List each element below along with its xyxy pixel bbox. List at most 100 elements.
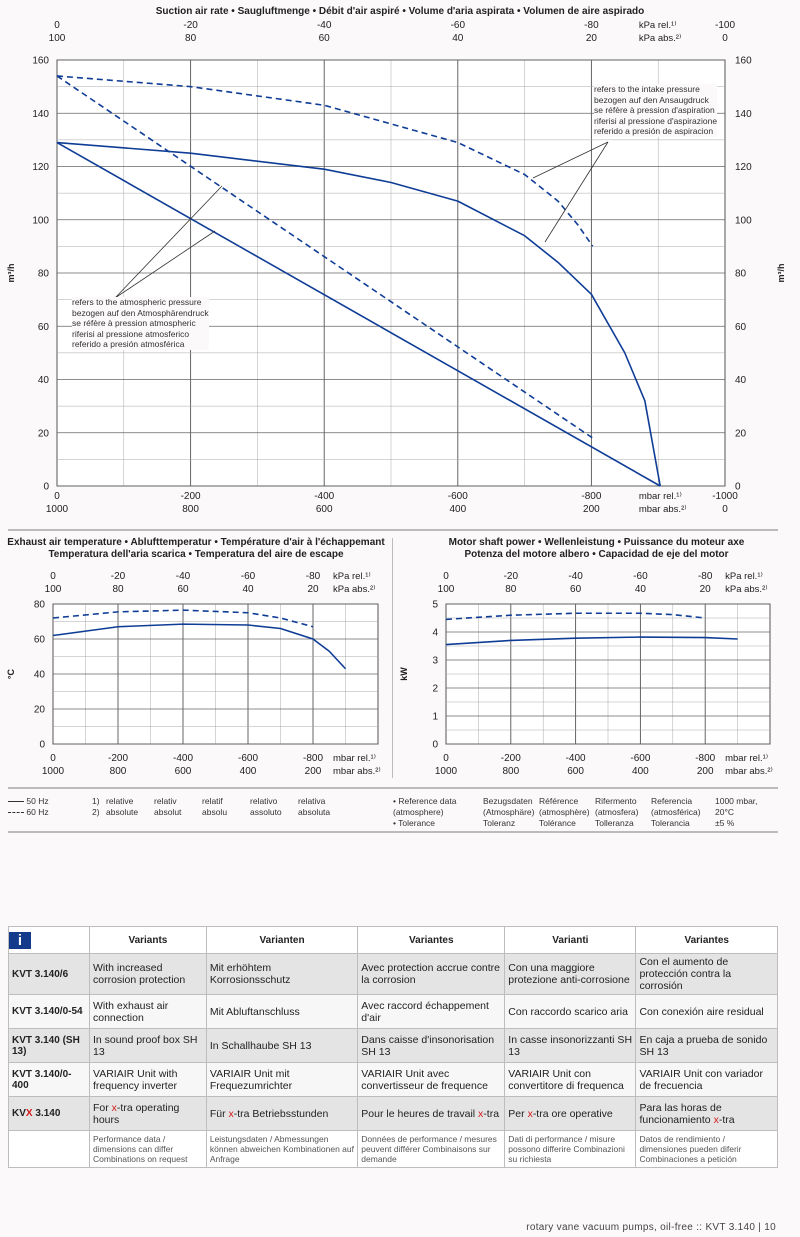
x-tick-label: -200 — [181, 491, 201, 502]
reference-column: • Reference data (atmosphere) • Tolerance — [393, 796, 483, 829]
reference-text: • Tolerance — [393, 818, 436, 828]
x-tick-label: -800 — [581, 491, 601, 502]
x-tick-label: -800 — [303, 753, 323, 764]
note-text: absolut — [154, 807, 182, 817]
y-tick-label: 0 — [432, 740, 438, 751]
variant-cell: With increased corrosion protection — [89, 953, 207, 995]
x-tick-label: 800 — [502, 766, 519, 777]
text: Dans caisse d'insonorisation SH 13 — [361, 1033, 495, 1058]
column-header: Variantes — [357, 926, 506, 954]
note-text: assoluto — [250, 807, 282, 817]
x-tick-label: 200 — [583, 504, 600, 515]
x-tick-label: -40 — [176, 571, 191, 582]
x-tick-label: 800 — [110, 766, 127, 777]
variant-cell: With exhaust air connection — [89, 994, 207, 1029]
variant-cell: Para las horas de funcionamiento x-tra — [635, 1096, 778, 1131]
annotation-line: refers to the atmospheric pressure — [72, 297, 202, 307]
series-line-50hz-intake — [56, 141, 661, 487]
annotation-line: referido a presión de aspiracion — [594, 126, 714, 136]
note-cell: Données de performance / mesures peuvent… — [357, 1130, 506, 1168]
text: Mit erhöhtem Korrosionsschutz — [209, 962, 291, 986]
y-axis-label: °C — [6, 668, 16, 679]
x-tick-label: 80 — [505, 584, 517, 595]
y-axis-label: m³/h — [6, 264, 16, 283]
annotation-line: bezogen auf den Atmosphärendruck — [72, 307, 209, 318]
x-tick-label: 60 — [319, 33, 331, 44]
x-unit-label: mbar abs.²⁾ — [725, 766, 773, 777]
x-unit-label: kPa rel.¹⁾ — [639, 20, 677, 31]
y-tick-label: 1 — [432, 712, 438, 723]
x-tick-label: 20 — [700, 584, 712, 595]
y-tick-label: 140 — [32, 109, 49, 120]
model-cell: KVX 3.140 — [8, 1096, 90, 1131]
x-tick-label: 80 — [185, 33, 197, 44]
title-line: Exhaust air temperature • Ablufttemperat… — [7, 537, 385, 548]
y-tick-label-right: 100 — [735, 215, 752, 226]
x-tick-label: -80 — [584, 20, 599, 31]
x-tick-label: 0 — [54, 20, 60, 31]
reference-text: • Reference data — [393, 796, 457, 806]
text: -tra — [483, 1107, 500, 1120]
reference-text: Tolleranza — [595, 818, 634, 828]
power-chart-title: Motor shaft power • Wellenleistung • Pui… — [393, 537, 800, 561]
x-tick-label: -20 — [504, 571, 519, 582]
model-cell: KVT 3.140/0-54 — [8, 994, 90, 1029]
reference-text: 20°C — [715, 807, 734, 817]
y-tick-label: 20 — [38, 428, 50, 439]
x-tick-label: 0 — [722, 33, 728, 44]
model-cell: KVT 3.140/6 — [8, 953, 90, 995]
text: KVT 3.140/0-54 — [12, 1006, 83, 1017]
text: VARIAIR Unit con convertitore di frequen… — [508, 1067, 624, 1092]
variant-cell: Mit Abluftanschluss — [205, 994, 359, 1029]
y-tick-label: 5 — [432, 600, 438, 611]
annotation-leader-line — [114, 185, 223, 299]
legend-60hz: 60 Hz — [26, 807, 49, 817]
x-tick-label: -20 — [183, 20, 198, 31]
temperature-chart: 0 20 40 60 80 °C 0 -20 -40 -60 -80 100 80 60 40 20 kPa r… — [6, 571, 381, 777]
annotation-leader-line — [114, 230, 216, 299]
text: In sound proof box SH 13 — [93, 1033, 198, 1058]
reference-text: 1000 mbar, — [715, 796, 758, 806]
info-cell: i — [8, 926, 90, 954]
column-header: Varianti — [504, 926, 637, 954]
text: Avec protection accrue contre la corrosi… — [361, 962, 501, 986]
series-line-60hz-intake — [56, 75, 594, 247]
text: VARIAIR Unit avec convertisseur de frequ… — [361, 1067, 488, 1092]
x-tick-label: -600 — [448, 491, 468, 502]
text: En caja a prueba de sonido SH 13 — [639, 1033, 768, 1058]
text: -tra ore operative — [532, 1107, 613, 1120]
reference-text: Bezugsdaten — [483, 796, 533, 806]
text: With exhaust air connection — [93, 999, 169, 1024]
x-tick-label: 1000 — [46, 504, 69, 515]
x-tick-label: 20 — [586, 33, 598, 44]
y-tick-label: 0 — [43, 482, 49, 493]
text: -tra — [718, 1113, 735, 1126]
note-text: absolute — [106, 807, 139, 817]
series-line-50hz-atmospheric — [56, 141, 661, 487]
model-cell: KVT 3.140 (SH 13) — [8, 1028, 90, 1063]
y-tick-label: 100 — [32, 215, 49, 226]
series-line-60hz — [52, 609, 314, 628]
x-tick-label: 40 — [635, 584, 647, 595]
note-text: 1) — [92, 796, 100, 806]
x-unit-label: kPa rel.¹⁾ — [725, 571, 763, 582]
table-row: KVT 3.140/6 With increased corrosion prot… — [8, 953, 778, 995]
variant-cell: Con el aumento de protección contra la c… — [635, 953, 778, 995]
x-tick-label: 600 — [175, 766, 192, 777]
text: Con una maggiore protezione anti-corrosi… — [508, 962, 630, 986]
annotation-intake: refers to the intake pressure bezogen au… — [594, 84, 718, 137]
annotation-line: se réfère à pression atmospheric — [72, 318, 196, 328]
temperature-chart-title: Exhaust air temperature • Ablufttemperat… — [0, 537, 392, 561]
text: Con raccordo scarico aria — [508, 1005, 628, 1018]
variant-cell: Avec raccord échappement d'air — [357, 994, 506, 1029]
reference-column: Referencia (atmosférica) Tolerancia — [651, 796, 715, 829]
variant-cell: VARIAIR Unit con convertitore di frequen… — [504, 1062, 637, 1097]
variant-cell: Für x-tra Betriebsstunden — [205, 1096, 359, 1131]
variant-cell: Dans caisse d'insonorisation SH 13 — [357, 1028, 506, 1063]
variant-cell: Con conexión aire residual — [635, 994, 778, 1029]
x-tick-label: -80 — [306, 571, 321, 582]
y-tick-label-right: 20 — [735, 428, 747, 439]
series-line-50hz — [445, 636, 738, 646]
x-tick-label: 400 — [632, 766, 649, 777]
x-tick-label: 60 — [177, 584, 189, 595]
